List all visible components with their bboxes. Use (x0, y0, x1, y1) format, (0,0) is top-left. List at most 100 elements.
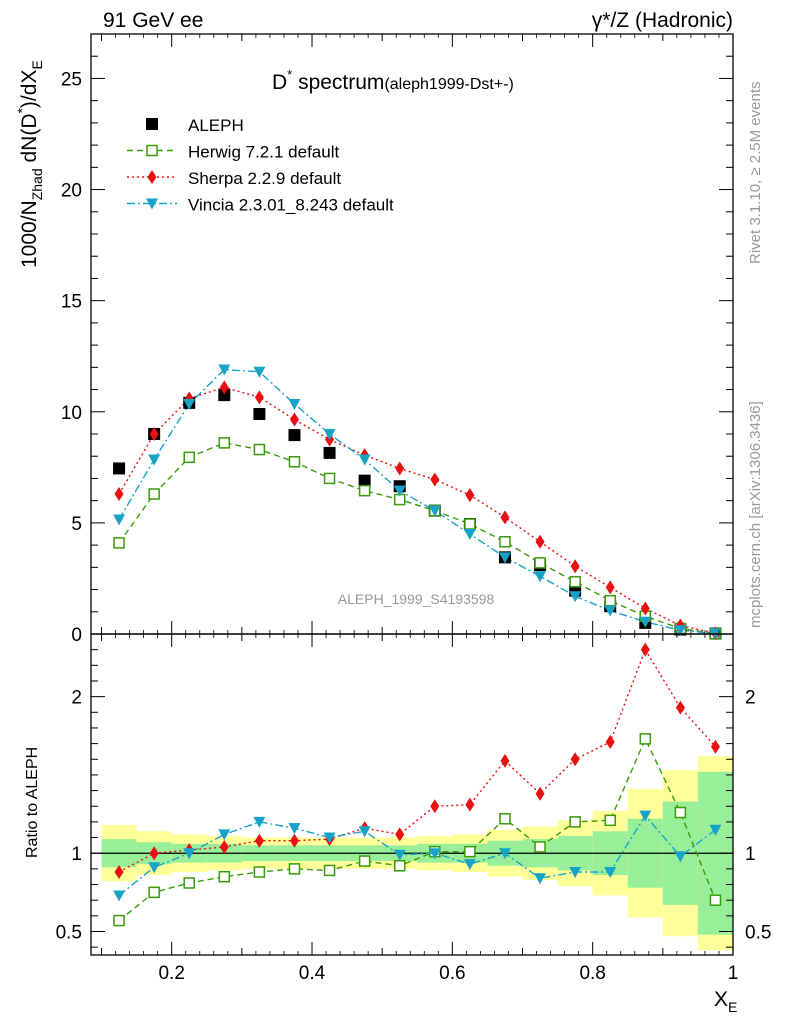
legend-label-sherpa: Sherpa 2.2.9 default (188, 169, 341, 188)
herwig-ratio-point (674, 806, 687, 819)
herwig-ratio-point (393, 859, 406, 872)
vincia-ratio-point (498, 848, 511, 860)
herwig-point (534, 557, 546, 569)
legend-label-herwig: Herwig 7.2.1 default (188, 143, 339, 162)
vincia-ratio-point (183, 848, 196, 860)
sherpa-point (395, 461, 405, 476)
vincia-ratio-point (288, 823, 301, 835)
vincia-ratio-point (113, 890, 126, 902)
herwig-ratio-point (253, 866, 266, 878)
vincia-point (288, 399, 301, 410)
herwig-point (323, 472, 336, 485)
ratio-frame (90, 633, 734, 956)
herwig-point (569, 576, 581, 588)
ratio-y-tick-label: 1 (71, 844, 82, 865)
aleph-point (288, 429, 301, 442)
ratio-y-tick-label: 2 (71, 688, 82, 709)
x-tick-label: 0.8 (579, 963, 605, 984)
ratio-panel (113, 642, 722, 927)
herwig-point (464, 518, 476, 530)
sherpa-ratio-point (535, 786, 545, 801)
herwig-point (113, 537, 125, 549)
sherpa-ratio-point (430, 799, 440, 814)
legend: ALEPH Herwig 7.2.1 default Sherpa 2.2.9 de… (127, 116, 394, 215)
sherpa-ratio-point (395, 827, 405, 842)
vincia-point (358, 454, 371, 466)
sherpa-point (535, 534, 545, 549)
analysis-watermark: ALEPH_1999_S4193598 (338, 591, 495, 607)
sherpa-point (114, 487, 124, 501)
sherpa-ratio-point (254, 833, 264, 848)
herwig-point (148, 488, 160, 500)
vincia-ratio-point (358, 826, 371, 838)
sherpa-point (500, 510, 510, 525)
aleph-point (323, 446, 336, 459)
sherpa-point (570, 559, 580, 574)
legend-marker-herwig (146, 144, 158, 157)
sherpa-point (149, 427, 159, 441)
legend-label-vincia: Vincia 2.3.01_8.243 default (188, 196, 394, 215)
sherpa-ratio-point (675, 700, 685, 715)
vincia-line (118, 368, 716, 635)
vincia-point (218, 364, 231, 376)
vincia-point (639, 616, 652, 628)
legend-marker-sherpa (147, 170, 157, 184)
ratio-ylabel: Ratio to ALEPH (24, 747, 41, 858)
sherpa-ratio-point (465, 797, 475, 812)
vincia-point (463, 529, 476, 540)
vincia-point (674, 625, 687, 637)
herwig-ratio-point (534, 841, 546, 853)
herwig-point (183, 451, 195, 464)
legend-label-aleph: ALEPH (188, 116, 244, 135)
header-left: 91 GeV ee (103, 9, 203, 32)
x-tick-label: 1 (728, 963, 739, 984)
aleph-point (253, 408, 266, 420)
sherpa-point (430, 472, 440, 487)
ratio-y-tick-label-right: 0.5 (745, 923, 771, 944)
main-y-tick-label: 20 (61, 181, 82, 202)
vincia-ratio-point (639, 810, 652, 822)
mcplots-label: mcplots.cern.ch [arXiv:1306.3436] (747, 401, 764, 628)
vincia-ratio-point (463, 859, 476, 871)
vincia-ratio-point (709, 824, 722, 836)
sherpa-ratio-point (114, 865, 124, 880)
sherpa-ratio-point (605, 735, 615, 750)
herwig-ratio-point (569, 816, 581, 828)
herwig-point (288, 456, 301, 468)
herwig-ratio-point (323, 864, 336, 877)
aleph-point (113, 462, 126, 475)
sherpa-point (254, 390, 264, 405)
sherpa-point (605, 580, 615, 595)
main-y-tick-label: 25 (61, 69, 82, 90)
vincia-point (569, 591, 582, 603)
vincia-point (604, 605, 617, 617)
x-tick-label: 0.6 (439, 963, 465, 984)
herwig-ratio-point (288, 863, 301, 875)
herwig-ratio-point (499, 813, 511, 825)
aleph-point (358, 474, 371, 487)
vincia-point (498, 552, 511, 564)
vincia-ratio-point (534, 873, 547, 885)
sherpa-point (640, 601, 650, 616)
vincia-ratio-point (393, 849, 406, 861)
sherpa-ratio-point (500, 753, 510, 768)
herwig-ratio-point (183, 877, 195, 889)
vincia-ratio-point (218, 829, 231, 841)
vincia-ratio-point (428, 848, 441, 860)
herwig-ratio-point (464, 845, 476, 858)
sherpa-point (289, 412, 299, 427)
vincia-point (183, 399, 196, 410)
vincia-point (393, 485, 406, 497)
main-panel (113, 364, 722, 641)
herwig-ratio-point (148, 886, 160, 899)
main-title: D* spectrum(aleph1999-Dst+-) (272, 67, 514, 94)
vincia-point (323, 429, 336, 440)
sherpa-ratio-point (710, 739, 720, 754)
sherpa-point (219, 380, 229, 395)
sherpa-ratio-point (640, 642, 650, 657)
herwig-ratio-point (709, 894, 722, 906)
vincia-ratio-line (118, 814, 716, 897)
ratio-y-tick-label-right: 1 (745, 844, 756, 865)
herwig-ratio-point (113, 914, 125, 927)
herwig-ratio-point (218, 870, 231, 883)
